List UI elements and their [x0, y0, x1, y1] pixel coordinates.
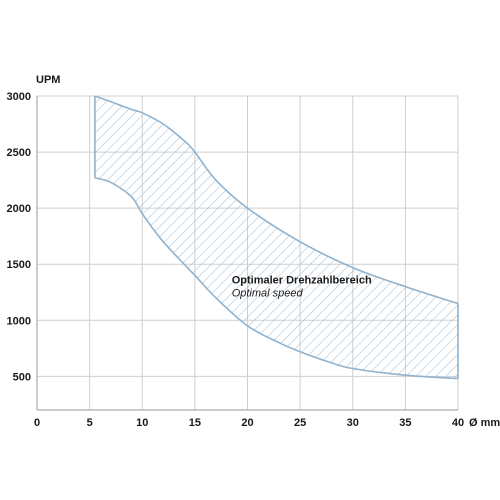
y-tick-label: 1500 [7, 259, 31, 271]
annotation-sublabel: Optimal speed [232, 287, 304, 299]
x-tick-label: 30 [347, 417, 359, 429]
y-axis-label: UPM [36, 74, 60, 86]
lower-bound-line [94, 177, 459, 380]
x-tick-label: 25 [294, 417, 306, 429]
band-fill [94, 96, 459, 379]
x-tick-label: 40 [452, 417, 464, 429]
y-tick-label: 2500 [7, 147, 31, 159]
x-tick-label: 35 [399, 417, 411, 429]
x-tick-label: 5 [87, 417, 93, 429]
y-tick-label: 2000 [7, 203, 31, 215]
optimal-speed-band [94, 95, 459, 380]
x-tick-label: 0 [34, 417, 40, 429]
x-tick-label: 20 [241, 417, 253, 429]
x-tick-label: 10 [136, 417, 148, 429]
y-tick-label: 3000 [7, 91, 31, 103]
upper-bound-line [94, 95, 459, 305]
x-tick-label: 15 [189, 417, 201, 429]
annotation-label: Optimaler Drehzahlbereich [232, 274, 372, 286]
y-tick-label: 1000 [7, 315, 31, 327]
y-tick-label: 500 [13, 371, 31, 383]
tick-labels: 500 1000 1500 2000 2500 3000 0 5 10 15 20 25 30 35 40 [7, 91, 465, 429]
axes [36, 96, 458, 411]
x-axis-label: Ø mm [469, 417, 500, 429]
